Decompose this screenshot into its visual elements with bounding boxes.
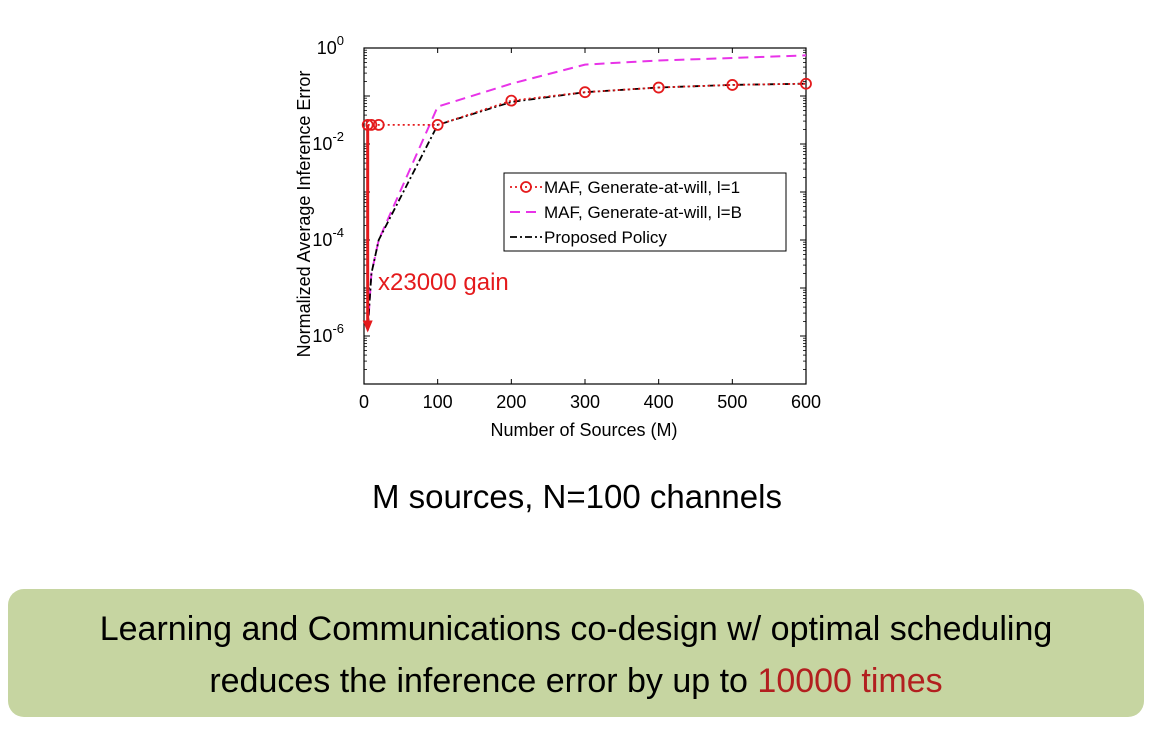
- y-tick-label: 10-2: [312, 129, 344, 154]
- y-axis-label: Normalized Average Inference Error: [294, 71, 314, 358]
- x-tick-label: 0: [359, 392, 369, 412]
- x-tick-label: 300: [570, 392, 600, 412]
- summary-line-1: Learning and Communications co-design w/…: [99, 610, 1053, 648]
- x-tick-label: 100: [423, 392, 453, 412]
- y-axis-label-group: Normalized Average Inference Error: [294, 71, 314, 358]
- x-tick-label: 600: [791, 392, 821, 412]
- x-tick-label: 400: [644, 392, 674, 412]
- gain-annotation: x23000 gain: [378, 269, 509, 296]
- legend-label: MAF, Generate-at-will, l=B: [544, 203, 742, 222]
- series-line: [366, 54, 807, 331]
- data-point: [372, 118, 385, 131]
- series-line: [367, 82, 807, 126]
- x-tick-label: 200: [496, 392, 526, 412]
- x-tick-label: 500: [717, 392, 747, 412]
- gain-arrow-head: [362, 320, 373, 333]
- x-axis-label: Number of Sources (M): [490, 420, 677, 440]
- y-tick-label: 10-6: [312, 321, 344, 346]
- series-line: [366, 82, 807, 331]
- data-point: [579, 86, 591, 99]
- legend: MAF, Generate-at-will, l=1 MAF, Generate-…: [503, 172, 787, 252]
- y-tick-label: 10-4: [312, 225, 344, 250]
- summary-highlight: 10000 times: [757, 662, 943, 700]
- data-point: [726, 79, 739, 91]
- data-point: [652, 81, 665, 94]
- data-point: [505, 94, 518, 107]
- chart-caption: M sources, N=100 channels: [372, 478, 782, 515]
- chart: Normalized Average Inference Error Numbe…: [294, 33, 821, 440]
- data-point: [800, 77, 812, 90]
- data-point: [431, 118, 444, 131]
- legend-box: [503, 172, 787, 252]
- summary-line-2-prefix: reduces the inference error by up to: [209, 662, 758, 700]
- plot-area: 0 100 200 300 400 500 600 100 10-2 10-4 10-6 x23000…: [312, 33, 821, 412]
- legend-label: Proposed Policy: [544, 228, 667, 247]
- summary-box: Learning and Communications co-design w/…: [8, 589, 1144, 717]
- legend-marker: [520, 181, 532, 193]
- legend-label: MAF, Generate-at-will, l=1: [544, 178, 740, 197]
- y-tick-label: 100: [317, 33, 344, 58]
- summary-line-2: reduces the inference error by up to 100…: [8, 655, 1144, 707]
